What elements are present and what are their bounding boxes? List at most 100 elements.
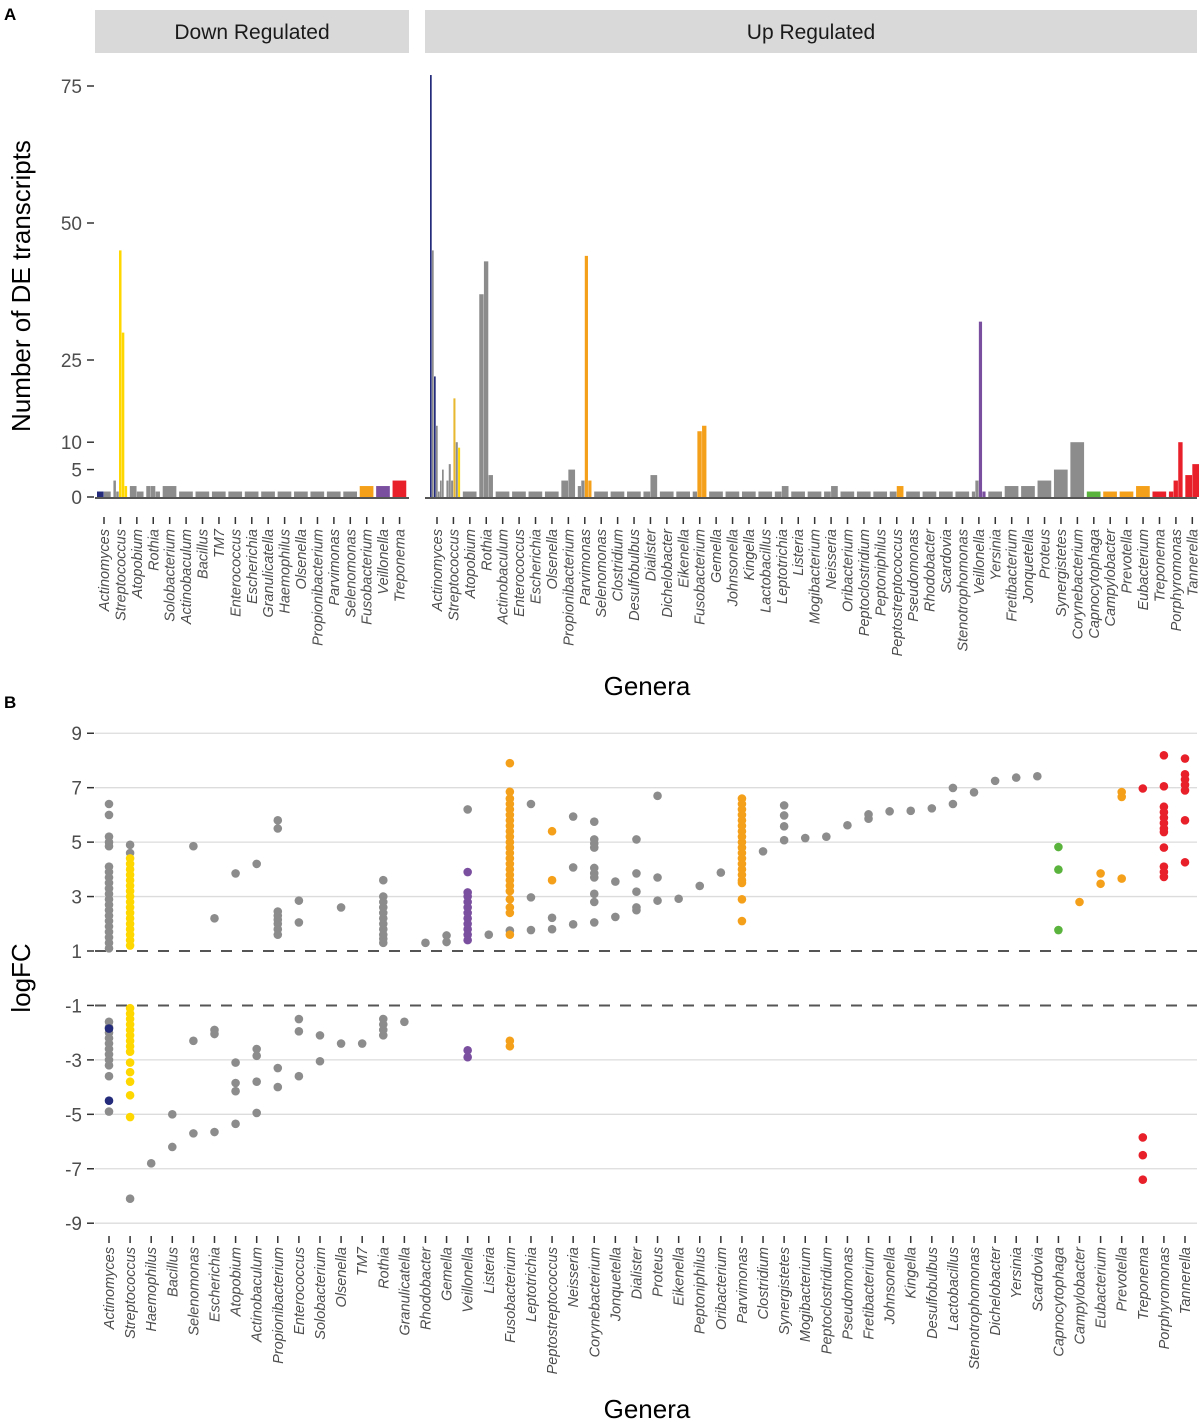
x-tick-label-tannerella: Tannerella (1178, 1247, 1194, 1314)
point-enterococcus (294, 918, 304, 927)
point-prevotella (1117, 792, 1127, 802)
point-actinomyces (104, 810, 114, 820)
point-oribacterium (716, 868, 726, 877)
point-fusobacterium (505, 930, 515, 939)
bar-stenotrophomonas (955, 491, 970, 497)
x-tick-label-actinobaculum: Actinobaculum (179, 529, 195, 625)
point-propionibacterium (273, 816, 283, 825)
x-tick-label-neisseria: Neisseria (566, 1247, 582, 1307)
x-tick-label-enterococcus: Enterococcus (228, 529, 244, 617)
point-streptococcus (125, 941, 135, 950)
y-tick-label: -9 (65, 1214, 82, 1235)
bar-streptococcus (116, 491, 119, 497)
bar-streptococcus (448, 464, 451, 497)
bar-rothia (155, 491, 160, 497)
point-actinobaculum (252, 1051, 261, 1061)
bar-streptococcus (113, 480, 116, 497)
x-tick-label-streptococcus: Streptococcus (113, 529, 129, 621)
x-tick-label-peptoniphilus: Peptoniphilus (873, 529, 889, 616)
point-proteus (653, 873, 662, 882)
y-tick-label: 0 (71, 488, 82, 509)
x-tick-label-enterococcus: Enterococcus (512, 529, 528, 617)
bar-streptococcus (453, 398, 456, 497)
point-lactobacillus (948, 783, 958, 793)
x-tick-label-peptoclostridium: Peptoclostridium (819, 1247, 835, 1354)
bar-rothia (488, 475, 493, 497)
point-corynebacterium (589, 889, 599, 899)
bar-mogibacterium (807, 491, 822, 497)
point-fusobacterium (505, 886, 515, 896)
point-synergistetes (779, 822, 789, 831)
point-capnocytophaga (1054, 925, 1063, 935)
x-tick-label-atopobium: Atopobium (463, 529, 479, 599)
point-streptococcus (125, 1058, 135, 1067)
x-tick-label-bacillus: Bacillus (165, 1247, 181, 1297)
x-tick-label-neisseria: Neisseria (824, 529, 840, 589)
x-tick-label-solobacterium: Solobacterium (163, 529, 179, 622)
bar-eikenella (676, 491, 690, 497)
point-streptococcus (125, 1077, 135, 1086)
point-treponema (1138, 1150, 1148, 1160)
x-tick-label-actinomyces: Actinomyces (97, 529, 113, 612)
point-porphyromonas (1159, 872, 1169, 882)
x-tick-label-veillonella: Veillonella (972, 529, 988, 595)
point-enterococcus (294, 896, 304, 905)
bar-tannerella (1185, 475, 1193, 497)
x-tick-label-oribacterium: Oribacterium (714, 1247, 730, 1330)
point-rothia (378, 938, 388, 948)
point-corynebacterium (589, 843, 599, 852)
x-tick-label-eubacterium: Eubacterium (1094, 1247, 1110, 1328)
bar-treponema (1152, 491, 1167, 497)
point-synergistetes (779, 835, 789, 845)
x-tick-label-propionibacterium: Propionibacterium (561, 529, 577, 646)
bar-streptococcus (451, 480, 454, 497)
point-atopobium (231, 1078, 240, 1088)
bar-selenomonas (594, 491, 608, 497)
x-tick-label-dichelobacter: Dichelobacter (988, 1246, 1004, 1336)
panel-a-letter: A (4, 5, 16, 24)
point-fretibacterium (864, 814, 873, 824)
x-tick-label-actinomyces: Actinomyces (430, 529, 446, 612)
bar-gemella (709, 491, 723, 497)
bar-streptococcus (455, 442, 458, 497)
strip-down-regulated (95, 10, 409, 53)
x-tick-label-olsenella: Olsenella (294, 529, 310, 589)
point-dialister (632, 887, 641, 896)
point-actinomyces (104, 1071, 114, 1081)
point-veillonella (463, 867, 472, 877)
point-selenomonas (189, 841, 198, 851)
point-actinomyces (104, 799, 114, 809)
point-actinobaculum (252, 1077, 261, 1086)
x-tick-label-kingella: Kingella (904, 1247, 920, 1299)
x-tick-label-johnsonella: Johnsonella (726, 529, 742, 607)
x-tick-label-escherichia: Escherichia (207, 1247, 223, 1322)
point-actinomyces (104, 841, 114, 851)
bar-eubacterium (1136, 486, 1150, 497)
x-tick-label-streptococcus: Streptococcus (123, 1247, 139, 1339)
point-actinomyces (104, 1061, 114, 1070)
bar-johnsonella (725, 491, 740, 497)
x-tick-label-parvimonas: Parvimonas (327, 529, 343, 606)
point-corynebacterium (589, 918, 599, 927)
y-tick-label: 3 (71, 888, 82, 909)
point-yersinia (1011, 773, 1021, 782)
x-tick-label-haemophilus: Haemophilus (144, 1247, 160, 1332)
bar-tm7 (211, 491, 226, 497)
bar-olsenella (294, 491, 308, 497)
point-olsenella (336, 1039, 346, 1048)
bar-lactobacillus (758, 491, 773, 497)
point-eikenella (674, 894, 683, 904)
bar-enterococcus (512, 491, 526, 497)
point-escherichia (210, 1029, 219, 1039)
bar-actinomyces (434, 376, 436, 497)
bar-kingella (741, 491, 756, 497)
x-tick-label-rothia: Rothia (146, 529, 162, 571)
point-escherichia (210, 914, 219, 923)
x-tick-label-solobacterium: Solobacterium (313, 1247, 329, 1340)
x-tick-label-parvimonas: Parvimonas (735, 1247, 751, 1324)
bar-pseudomonas (906, 491, 920, 497)
x-tick-label-prevotella: Prevotella (1120, 529, 1136, 593)
x-tick-label-bacillus: Bacillus (196, 529, 212, 579)
